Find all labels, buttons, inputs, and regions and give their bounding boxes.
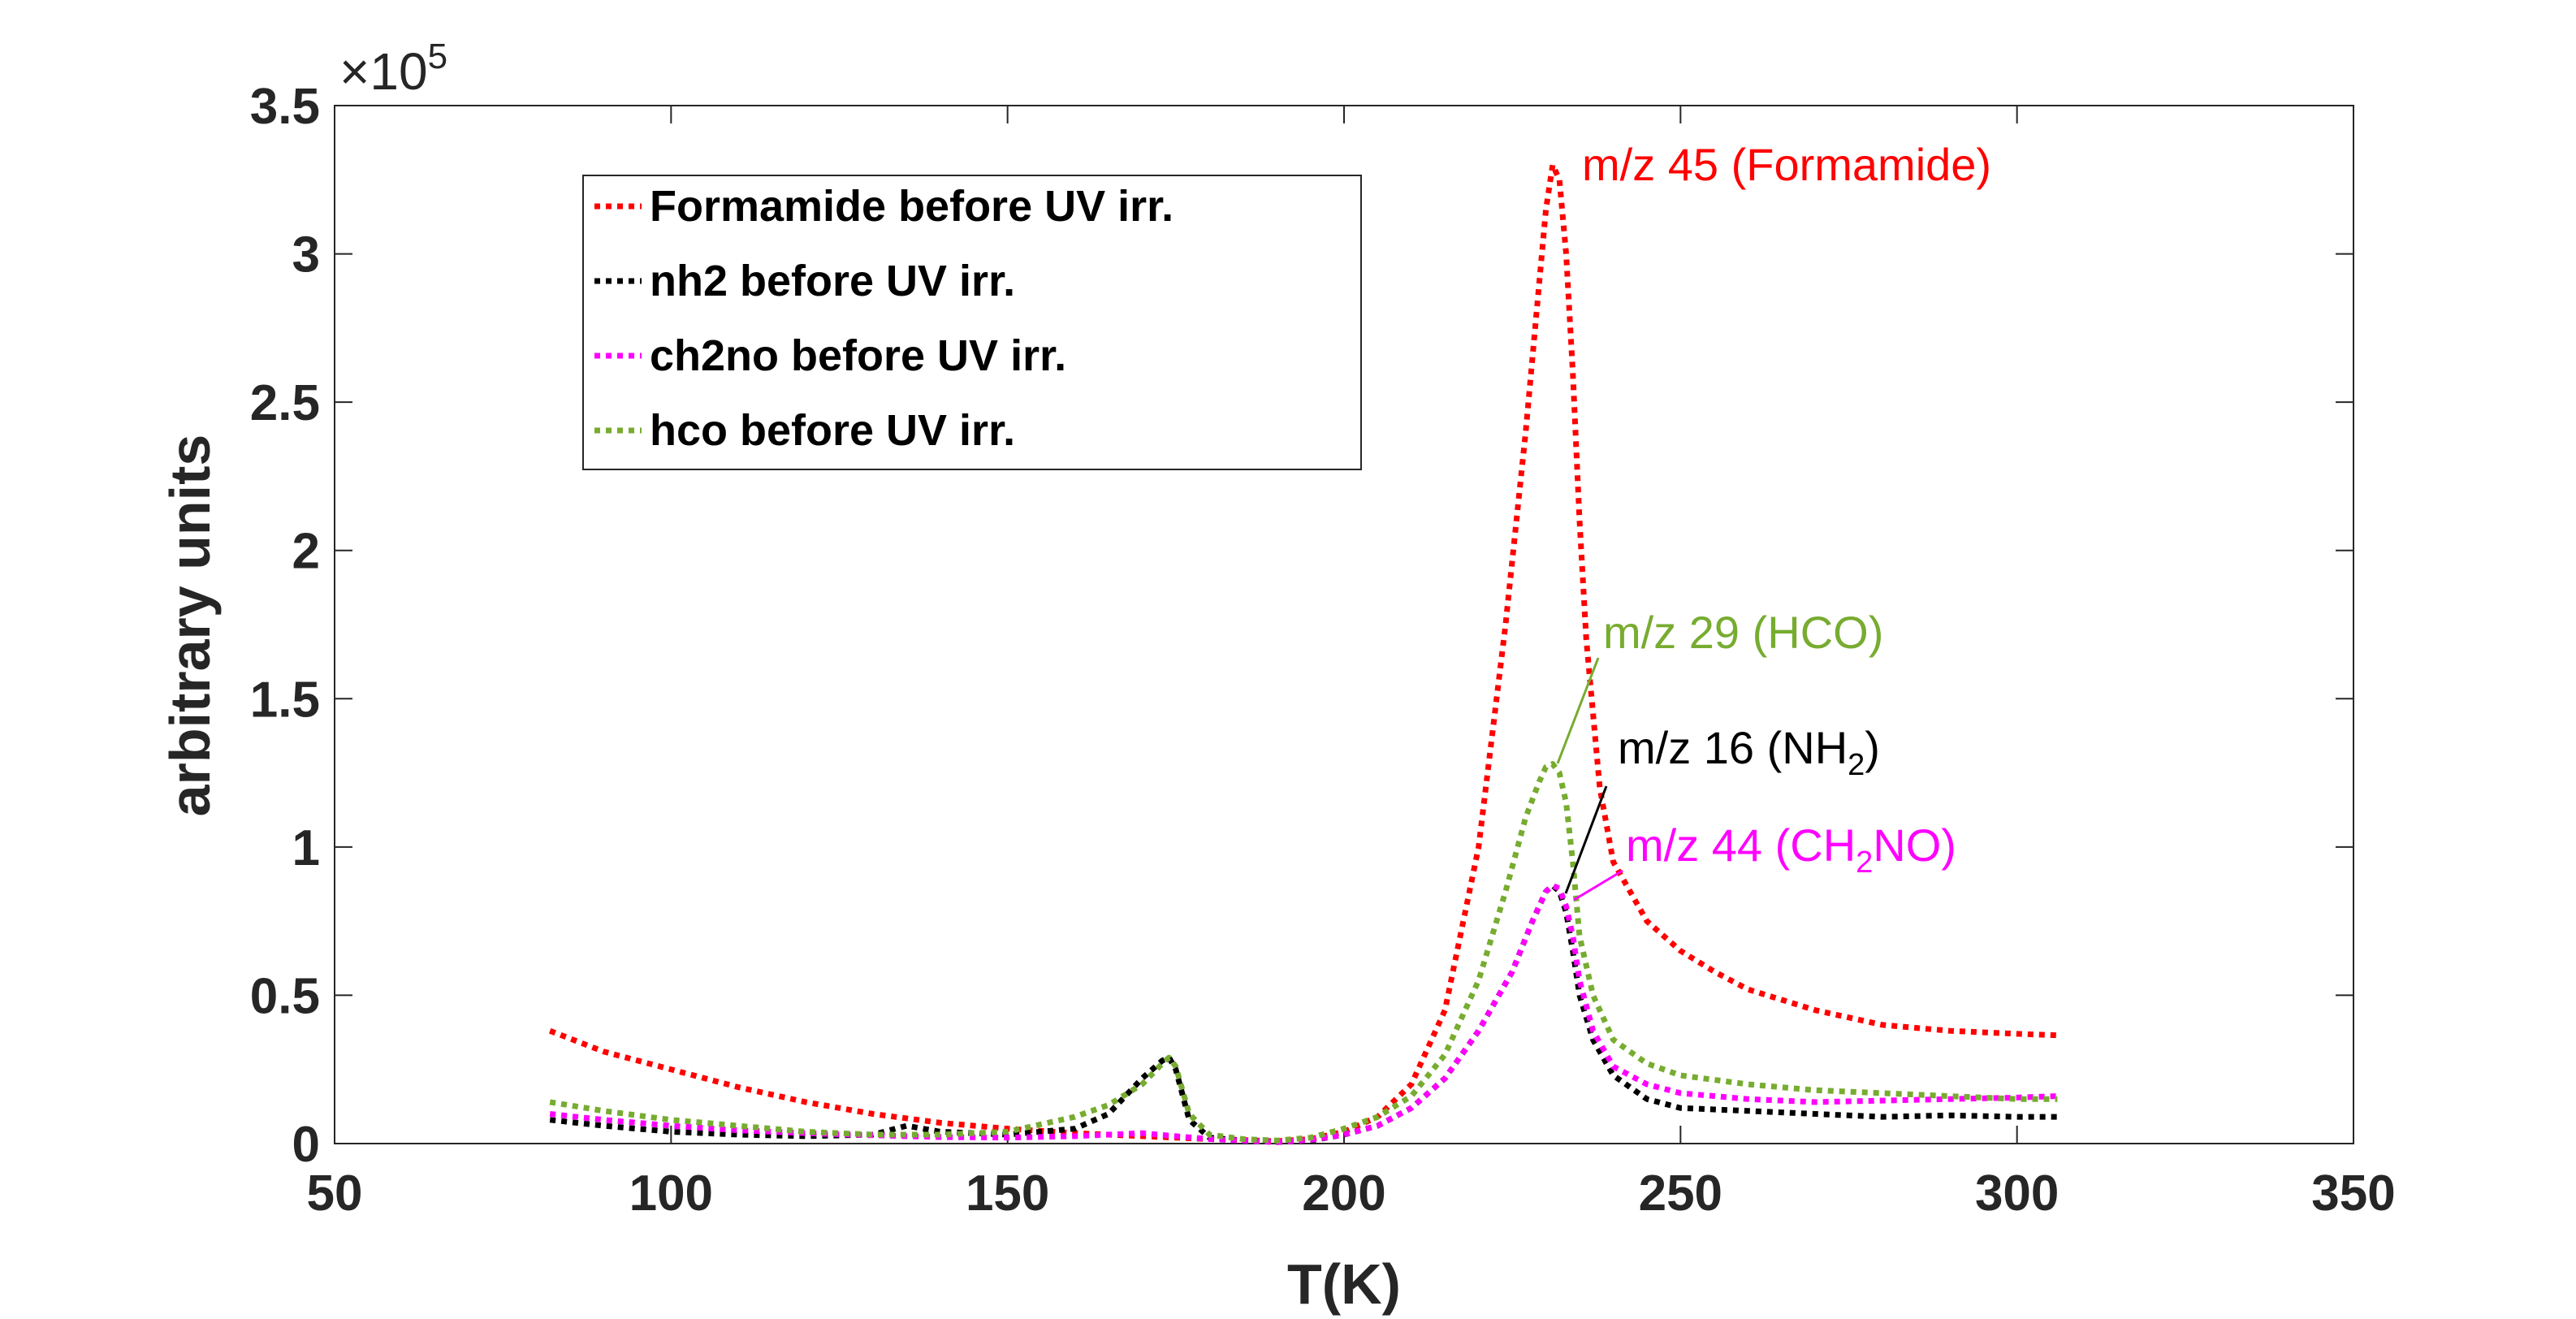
x-tick-label: 250: [1639, 1165, 1722, 1222]
annotation-leaders: [1556, 657, 1623, 902]
x-tick-label: 150: [966, 1165, 1049, 1222]
x-tick-label: 50: [307, 1165, 363, 1222]
x-tick-label: 350: [2311, 1165, 2395, 1222]
y-tick-label: 3: [292, 227, 320, 283]
annotation-nh2-suffix: ): [1865, 722, 1880, 773]
nh2-leader-line: [1564, 785, 1608, 894]
legend-items: Formamide before UV irr. nh2 before UV ir…: [594, 182, 1173, 455]
y-tick-label: 1.5: [250, 672, 320, 728]
annotation-ch2no-sub: 2: [1856, 845, 1873, 880]
y-exponent-power: 5: [428, 37, 447, 76]
legend-label-0: Formamide before UV irr.: [650, 182, 1173, 231]
x-tick-label: 200: [1302, 1165, 1385, 1222]
y-tick-label: 0.5: [250, 968, 320, 1024]
annotation-nh2: m/z 16 (NH2): [1618, 722, 1880, 782]
series-line-2: [549, 882, 2058, 1145]
x-axis-ticks: 50 100 150 200 250 300 350: [307, 106, 2396, 1222]
hco-leader-line: [1556, 657, 1600, 764]
legend: Formamide before UV irr. nh2 before UV ir…: [582, 175, 1362, 470]
legend-label-1: nh2 before UV irr.: [650, 257, 1015, 305]
y-exponent-base: ×10: [339, 42, 428, 101]
annotation-ch2no-text: m/z 44 (CH: [1626, 820, 1856, 871]
annotation-ch2no-suffix: NO): [1873, 820, 1956, 871]
annotation-nh2-sub: 2: [1848, 748, 1865, 782]
y-axis-ticks: 0 0.5 1 1.5 2 2.5 3 3.5: [250, 79, 2353, 1173]
series-lines: [548, 162, 2058, 1145]
y-tick-label: 2.5: [250, 375, 320, 431]
legend-box: [582, 175, 1362, 470]
series-line-0: [548, 162, 2058, 1144]
ch2no-leader-line: [1573, 869, 1623, 902]
y-axis-exponent: ×105: [339, 37, 447, 101]
legend-label-2: ch2no before UV irr.: [650, 331, 1066, 380]
y-tick-label: 1: [292, 820, 320, 876]
y-axis-label: arbitrary units: [158, 435, 222, 817]
annotation-nh2-text: m/z 16 (NH: [1618, 722, 1848, 773]
legend-label-3: hco before UV irr.: [650, 406, 1015, 455]
y-tick-label: 2: [292, 524, 320, 580]
annotation-hco: m/z 29 (HCO): [1603, 607, 1883, 658]
annotation-formamide: m/z 45 (Formamide): [1582, 139, 1991, 190]
annotation-ch2no: m/z 44 (CH2NO): [1626, 820, 1956, 880]
y-tick-label: 3.5: [250, 79, 320, 135]
x-axis-label: T(K): [1287, 1252, 1401, 1316]
x-tick-label: 300: [1975, 1165, 2059, 1222]
series-line-3: [549, 761, 2058, 1144]
y-tick-label: 0: [292, 1117, 320, 1173]
x-tick-label: 100: [629, 1165, 713, 1222]
